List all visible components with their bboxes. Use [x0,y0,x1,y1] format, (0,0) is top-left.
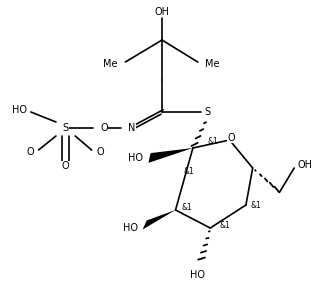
Text: Me: Me [205,59,220,69]
Text: O: O [100,123,108,133]
Text: OH: OH [155,7,170,17]
Text: O: O [62,161,69,171]
Text: &1: &1 [181,204,192,213]
Text: O: O [228,133,235,143]
Text: HO: HO [128,153,143,163]
Text: OH: OH [297,160,312,170]
Text: O: O [96,147,104,157]
Polygon shape [143,210,176,230]
Text: HO: HO [123,223,138,233]
Text: &1: &1 [183,168,194,176]
Text: &1: &1 [251,201,261,209]
Text: HO: HO [12,105,27,115]
Text: HO: HO [190,270,205,280]
Text: Me: Me [103,59,118,69]
Polygon shape [148,148,193,163]
Text: S: S [204,107,211,117]
Text: O: O [26,147,34,157]
Text: &1: &1 [207,138,218,147]
Text: N: N [128,123,136,133]
Text: S: S [63,123,69,133]
Text: &1: &1 [220,220,231,230]
